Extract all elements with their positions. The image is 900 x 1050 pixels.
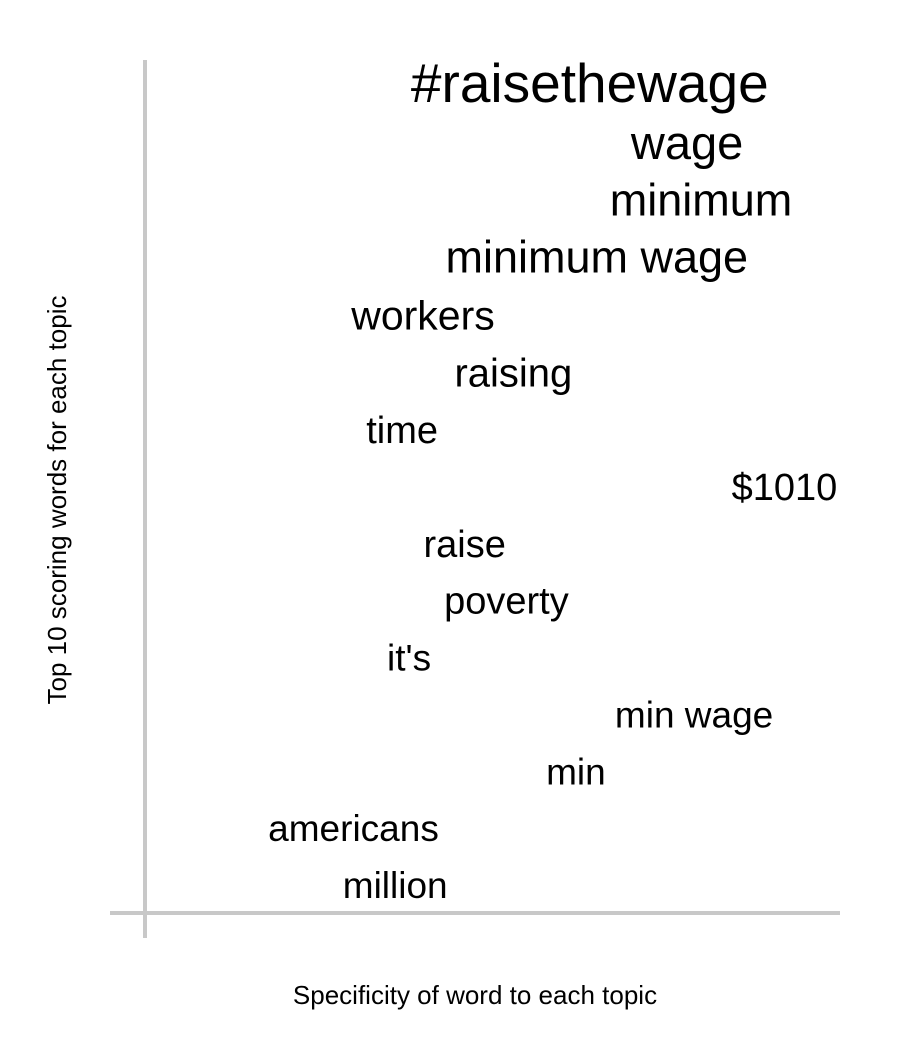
word-label: raising	[454, 351, 572, 395]
word-label: it's	[387, 638, 431, 679]
y-axis-label: Top 10 scoring words for each topic	[42, 296, 72, 705]
word-label: #raisethewage	[411, 52, 769, 114]
word-label: raise	[424, 524, 506, 566]
word-label: workers	[350, 292, 495, 338]
word-label: $1010	[732, 467, 838, 509]
word-label: million	[343, 865, 448, 906]
word-label: minimum	[610, 175, 793, 226]
word-label: americans	[268, 808, 439, 849]
x-axis-label: Specificity of word to each topic	[293, 980, 657, 1010]
word-label: poverty	[444, 581, 569, 623]
word-label: minimum wage	[446, 232, 749, 283]
word-label: min wage	[615, 694, 773, 735]
word-label: min	[546, 751, 606, 792]
word-label: wage	[630, 116, 743, 169]
word-label: time	[366, 410, 438, 452]
